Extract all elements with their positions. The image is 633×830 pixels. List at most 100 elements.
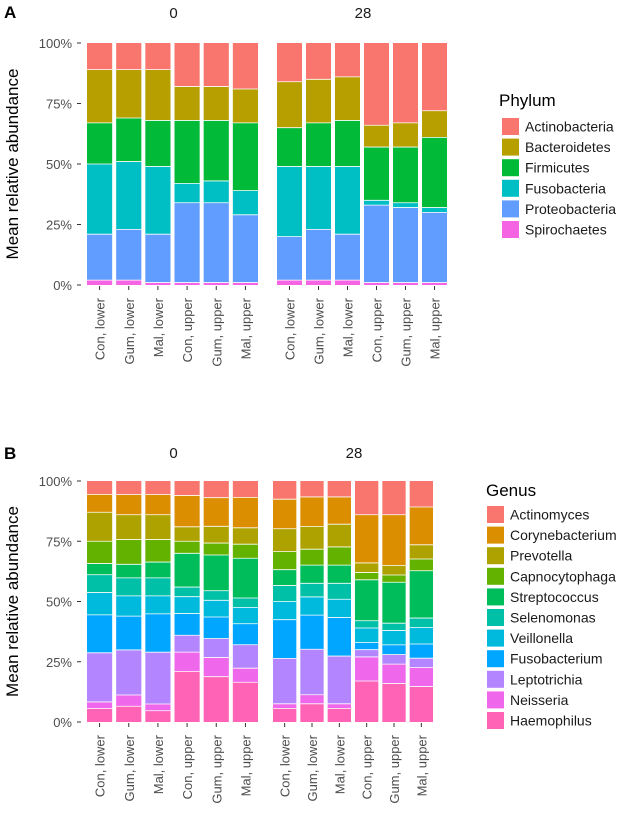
bar-segment bbox=[335, 76, 360, 121]
legend-label: Streptococcus bbox=[510, 589, 599, 605]
bar-segment bbox=[273, 585, 297, 602]
legend-key bbox=[502, 200, 519, 218]
bar-segment bbox=[327, 656, 351, 704]
bar-segment bbox=[327, 599, 351, 618]
bar-segment bbox=[382, 664, 406, 684]
legend-label: Capnocytophaga bbox=[510, 568, 616, 584]
bar-segment bbox=[306, 122, 331, 167]
bar-segment bbox=[174, 526, 200, 542]
bar-segment bbox=[277, 236, 302, 281]
legend-key bbox=[487, 629, 504, 647]
bar-segment bbox=[232, 214, 258, 283]
panel-b: B Mean relative abundance 0% 25% 50% 75% 100% 0… bbox=[3, 444, 617, 804]
x-tick-label: Mal, lower bbox=[341, 297, 356, 357]
bar-segment bbox=[355, 572, 379, 580]
bar-segment bbox=[87, 701, 113, 709]
bar-segment bbox=[87, 164, 113, 235]
legend-key bbox=[487, 547, 504, 565]
bar-segment bbox=[203, 202, 229, 283]
bar-segment bbox=[203, 590, 229, 601]
bar-segment bbox=[145, 514, 171, 540]
bar-segment bbox=[382, 623, 406, 631]
x-tick-label: Gum, upper bbox=[209, 734, 224, 803]
bar-segment bbox=[116, 616, 142, 650]
y-tick-label: 25% bbox=[46, 218, 72, 233]
bar-segment bbox=[335, 234, 360, 281]
bar-segment bbox=[145, 595, 171, 614]
bar-segment bbox=[87, 541, 113, 564]
bar-segment bbox=[232, 527, 258, 545]
x-tick-label: Gum, lower bbox=[305, 734, 320, 801]
x-tick-label: Gum, lower bbox=[122, 297, 137, 364]
bar-segment bbox=[174, 282, 200, 285]
bar-segment bbox=[382, 644, 406, 655]
bar-segment bbox=[87, 122, 113, 164]
bar-segment bbox=[145, 577, 171, 596]
legend-label: Veillonella bbox=[510, 630, 573, 646]
bar-segment bbox=[409, 686, 433, 722]
bar-segment bbox=[232, 282, 258, 285]
legend-key bbox=[502, 138, 519, 156]
bar-segment bbox=[116, 161, 142, 230]
bar-segment bbox=[327, 546, 351, 566]
bar-segment bbox=[355, 656, 379, 682]
legend-key bbox=[487, 670, 504, 688]
legend-label: Neisseria bbox=[510, 692, 569, 708]
legend-label: Actinomyces bbox=[510, 507, 589, 523]
bar-segment bbox=[232, 623, 258, 645]
bar-segment bbox=[116, 694, 142, 707]
bar-segment bbox=[306, 229, 331, 281]
x-tick-label: Con, lower bbox=[283, 297, 298, 360]
bar-segment bbox=[87, 234, 113, 281]
bar-segment bbox=[355, 649, 379, 657]
bar-segment bbox=[327, 496, 351, 525]
bar-segment bbox=[409, 481, 433, 507]
bar-segment bbox=[327, 524, 351, 547]
x-tick-label: Mal, lower bbox=[332, 734, 347, 794]
x-tick-label: Mal, upper bbox=[414, 734, 429, 796]
bar-segment bbox=[335, 43, 360, 77]
bar-segment bbox=[273, 619, 297, 659]
bar-segment bbox=[409, 544, 433, 559]
bar-segment bbox=[273, 551, 297, 570]
bar-segment bbox=[203, 120, 229, 181]
bar-segment bbox=[232, 668, 258, 683]
bar-segment bbox=[277, 81, 302, 128]
bar-segment bbox=[116, 481, 142, 495]
bar-segment bbox=[355, 642, 379, 650]
bar-segment bbox=[409, 558, 433, 571]
bar-segment bbox=[232, 497, 258, 528]
bar-segment bbox=[203, 481, 229, 498]
bar-segment bbox=[382, 630, 406, 645]
x-tick-label: Gum, upper bbox=[209, 297, 224, 366]
bar-segment bbox=[327, 617, 351, 657]
x-tick-label: Gum, upper bbox=[387, 734, 402, 803]
legend-label: Fusobacteria bbox=[525, 180, 606, 196]
bar-segment bbox=[87, 69, 113, 123]
bar-segment bbox=[232, 481, 258, 498]
bar-segment bbox=[203, 86, 229, 121]
bar-segment bbox=[232, 190, 258, 215]
bar-segment bbox=[382, 514, 406, 566]
bar-segment bbox=[174, 495, 200, 527]
bar-segment bbox=[232, 122, 258, 191]
bar-segment bbox=[174, 183, 200, 203]
bar-segment bbox=[382, 654, 406, 665]
bar-segment bbox=[306, 79, 331, 123]
bar-segment bbox=[364, 125, 389, 148]
bar-segment bbox=[203, 554, 229, 591]
legend-key bbox=[502, 221, 519, 238]
x-tick-label: Con, lower bbox=[93, 297, 108, 360]
bar-segment bbox=[203, 180, 229, 203]
legend-label: Bacteroidetes bbox=[525, 139, 611, 155]
bar-segment bbox=[203, 617, 229, 639]
bar-segment bbox=[87, 43, 113, 70]
bar-segment bbox=[335, 166, 360, 235]
x-tick-label: Mal, lower bbox=[151, 734, 166, 794]
bar-segment bbox=[145, 710, 171, 722]
bar-segment bbox=[393, 122, 418, 148]
bar-segment bbox=[300, 496, 324, 527]
legend-key bbox=[487, 506, 504, 523]
bar-segment bbox=[116, 69, 142, 119]
